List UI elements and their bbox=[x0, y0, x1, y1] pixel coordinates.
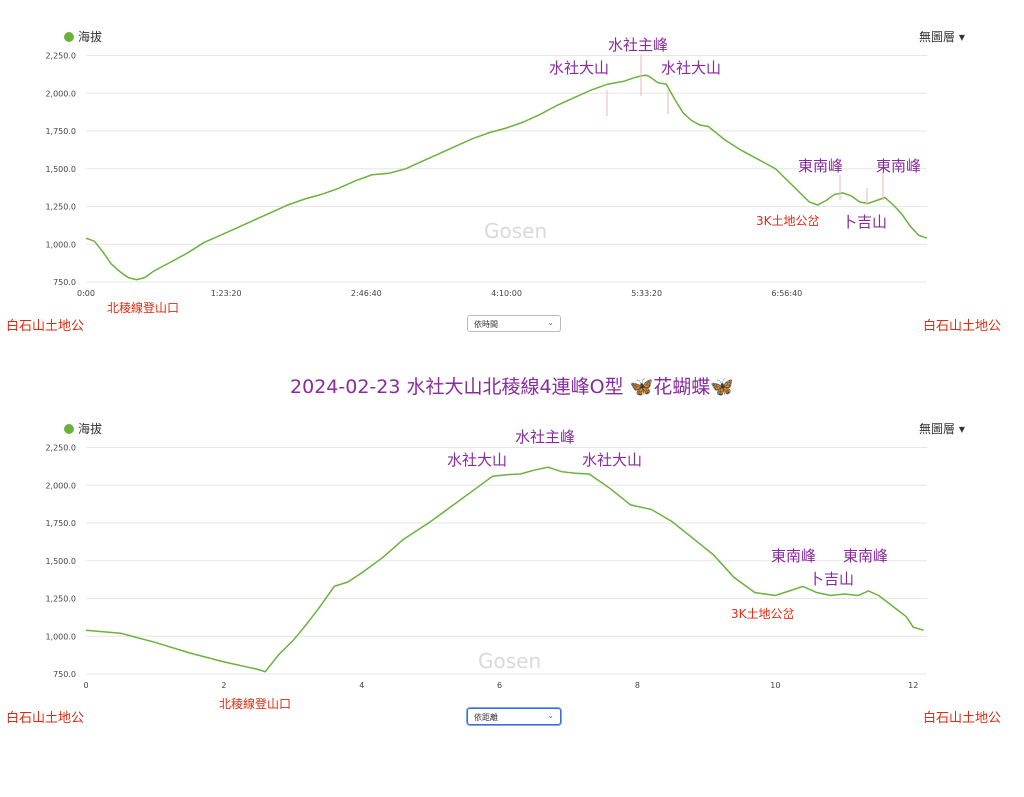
x-axis-mode-select[interactable]: 依時間 ⌄ bbox=[467, 315, 561, 332]
elevation-chart-distance: 750.0 1,000.0 1,250.0 1,500.0 1,750.0 2,000.0… bbox=[45, 421, 927, 711]
y-tick-label: 1,750.0 bbox=[45, 519, 76, 528]
x-tick-label: 10 bbox=[770, 681, 780, 690]
y-tick-label: 1,000.0 bbox=[45, 632, 76, 641]
x-tick-label: 2:46:40 bbox=[351, 289, 382, 298]
series-line bbox=[85, 74, 928, 281]
annotation-bujishan: 卜吉山 bbox=[809, 570, 854, 588]
annotation-3k-junction: 3K土地公岔 bbox=[731, 607, 795, 621]
layer-menu[interactable]: 無圖層 ▾ bbox=[919, 422, 965, 436]
series-group bbox=[85, 466, 924, 673]
x-tick-label: 8 bbox=[635, 681, 640, 690]
x-tick-label: 5:33:20 bbox=[631, 289, 662, 298]
x-axis-ticks: 0:00 1:23:20 2:46:40 4:10:00 5:33:20 6:56:40 bbox=[77, 289, 802, 298]
legend-label[interactable]: 海拔 bbox=[78, 421, 102, 436]
select-value: 依時間 bbox=[474, 320, 498, 329]
annotation-north-ridge-trailhead: 北稜線登山口 bbox=[219, 696, 291, 711]
y-tick-label: 1,250.0 bbox=[45, 203, 76, 212]
legend-marker[interactable] bbox=[64, 424, 74, 434]
x-tick-label: 1:23:20 bbox=[211, 289, 242, 298]
legend-marker[interactable] bbox=[64, 32, 74, 42]
annotation-3k-junction: 3K土地公岔 bbox=[756, 214, 820, 228]
end-label: 白石山土地公 bbox=[923, 711, 1002, 726]
annotation-peak-left: 水社大山 bbox=[447, 451, 507, 469]
y-tick-label: 2,250.0 bbox=[45, 444, 76, 453]
y-tick-label: 1,250.0 bbox=[45, 595, 76, 604]
x-tick-label: 4 bbox=[359, 681, 364, 690]
layer-menu[interactable]: 無圖層 ▾ bbox=[919, 30, 965, 44]
annotation-peak-main: 水社主峰 bbox=[515, 428, 575, 446]
x-tick-label: 2 bbox=[221, 681, 226, 690]
butterfly-icon: 🦋 bbox=[629, 376, 654, 398]
series-line bbox=[85, 466, 924, 673]
x-tick-label: 6 bbox=[497, 681, 502, 690]
chart-grid bbox=[86, 55, 927, 283]
chevron-down-icon: ⌄ bbox=[547, 711, 554, 720]
annotation-bujishan: 卜吉山 bbox=[842, 213, 887, 231]
x-axis-mode-select[interactable]: 依距離 ⌄ bbox=[467, 708, 561, 725]
y-axis-ticks: 750.0 1,000.0 1,250.0 1,500.0 1,750.0 2,000.0… bbox=[45, 52, 76, 287]
annotation-southeast-peak-1: 東南峰 bbox=[771, 547, 816, 565]
y-tick-label: 1,000.0 bbox=[45, 240, 76, 249]
y-tick-label: 2,000.0 bbox=[45, 481, 76, 490]
y-tick-label: 2,250.0 bbox=[45, 52, 76, 61]
x-tick-label: 4:10:00 bbox=[491, 289, 522, 298]
chart-grid bbox=[86, 447, 927, 675]
x-tick-label: 6:56:40 bbox=[771, 289, 802, 298]
watermark: Gosen bbox=[478, 649, 541, 673]
y-tick-label: 1,500.0 bbox=[45, 165, 76, 174]
title-text: 2024-02-23 水社大山北稜線4連峰O型 bbox=[290, 376, 630, 398]
x-tick-label: 0:00 bbox=[77, 289, 95, 298]
annotation-southeast-peak-2: 東南峰 bbox=[876, 157, 921, 175]
y-tick-label: 1,750.0 bbox=[45, 127, 76, 136]
start-label: 白石山土地公 bbox=[6, 711, 85, 726]
series-group bbox=[85, 74, 928, 281]
annotation-north-ridge-trailhead: 北稜線登山口 bbox=[107, 300, 179, 315]
start-label: 白石山土地公 bbox=[6, 319, 85, 334]
annotation-southeast-peak-1: 東南峰 bbox=[798, 157, 843, 175]
page-title: 2024-02-23 水社大山北稜線4連峰O型 🦋花蝴蝶🦋 bbox=[0, 372, 1024, 399]
elevation-chart-time: 750.0 1,000.0 1,250.0 1,500.0 1,750.0 2,000.0… bbox=[45, 29, 928, 315]
title-tail: 花蝴蝶 bbox=[653, 376, 711, 398]
y-tick-label: 750.0 bbox=[53, 278, 76, 287]
x-tick-label: 12 bbox=[908, 681, 918, 690]
annotation-peak-right: 水社大山 bbox=[661, 59, 721, 77]
annotation-peak-right: 水社大山 bbox=[582, 451, 642, 469]
watermark: Gosen bbox=[484, 219, 547, 243]
y-tick-label: 750.0 bbox=[53, 670, 76, 679]
x-tick-label: 0 bbox=[83, 681, 88, 690]
select-value: 依距離 bbox=[474, 713, 498, 722]
butterfly-icon: 🦋 bbox=[710, 376, 734, 398]
y-tick-label: 1,500.0 bbox=[45, 557, 76, 566]
chevron-down-icon: ⌄ bbox=[547, 318, 554, 327]
annotation-peak-left: 水社大山 bbox=[549, 59, 609, 77]
x-axis-ticks: 0 2 4 6 8 10 12 bbox=[83, 681, 918, 690]
annotation-southeast-peak-2: 東南峰 bbox=[843, 547, 888, 565]
end-label: 白石山土地公 bbox=[923, 319, 1002, 334]
y-axis-ticks: 750.0 1,000.0 1,250.0 1,500.0 1,750.0 2,000.0… bbox=[45, 444, 76, 679]
y-tick-label: 2,000.0 bbox=[45, 89, 76, 98]
legend-label[interactable]: 海拔 bbox=[78, 29, 102, 44]
annotation-peak-main: 水社主峰 bbox=[608, 36, 668, 54]
